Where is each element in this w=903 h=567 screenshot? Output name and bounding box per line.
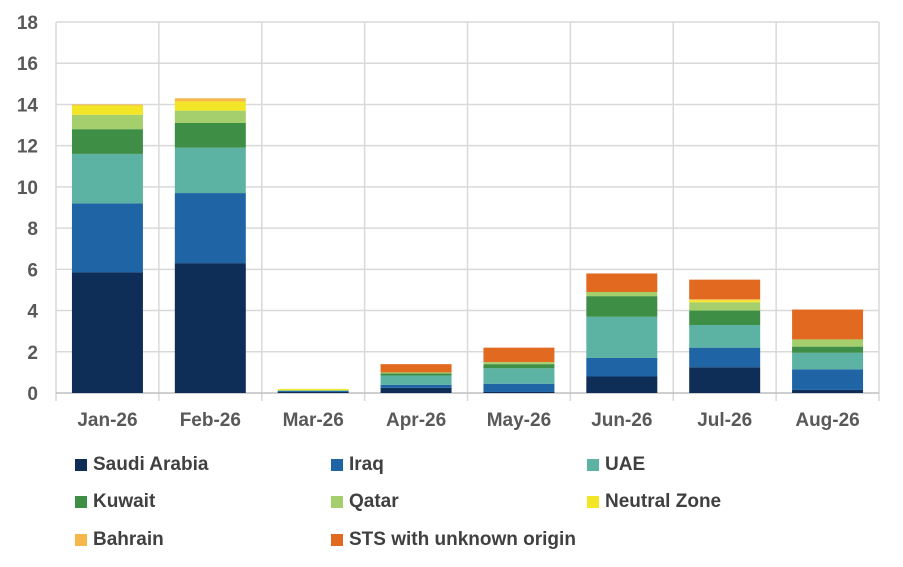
x-tick-label: Jan-26 <box>77 410 137 431</box>
bar-segment <box>483 368 555 384</box>
bar-segment <box>689 347 761 368</box>
bar-segment <box>71 203 143 273</box>
bar-segment <box>792 389 864 393</box>
bar-segment <box>174 263 246 393</box>
x-tick-label: Aug-26 <box>795 410 859 431</box>
bar-segment <box>174 110 246 123</box>
bar-segment <box>174 101 246 111</box>
bar-segment <box>71 129 143 154</box>
x-tick-label: Apr-26 <box>386 410 446 431</box>
bar-segment <box>71 153 143 204</box>
bar-segment <box>483 391 555 393</box>
bar-segment <box>380 375 452 385</box>
y-tick-label: 14 <box>17 95 39 116</box>
bar-segment <box>792 352 864 370</box>
bar-segment <box>586 376 658 393</box>
bar-segment <box>483 383 555 392</box>
bar-segment <box>792 309 864 340</box>
bar-segment <box>380 364 452 373</box>
y-tick-label: 2 <box>27 343 38 364</box>
bar-segment <box>792 339 864 347</box>
bar-segment <box>586 273 658 293</box>
bar-segment <box>380 373 452 376</box>
bar-segment <box>689 299 761 301</box>
y-axis-ticks: 0 2 4 6 8 10 12 14 16 18 <box>17 13 39 405</box>
x-tick-label: Feb-26 <box>180 410 241 431</box>
bar-segment <box>174 98 246 102</box>
bar-segment <box>586 316 658 358</box>
y-tick-label: 6 <box>27 260 38 281</box>
y-tick-label: 4 <box>27 302 38 323</box>
bar-segment <box>483 362 555 365</box>
x-tick-label: Jun-26 <box>591 410 652 431</box>
bar-segment <box>174 193 246 264</box>
bar-segment <box>689 324 761 348</box>
bars <box>71 98 864 393</box>
bar-segment <box>586 357 658 377</box>
bar-segment <box>277 391 349 393</box>
bar-segment <box>689 310 761 325</box>
bar-segment <box>380 372 452 374</box>
bar-segment <box>71 272 143 393</box>
x-tick-label: Mar-26 <box>283 410 344 431</box>
bar-segment <box>174 122 246 148</box>
bar-segment <box>277 390 349 392</box>
x-tick-label: Jul-26 <box>697 410 752 431</box>
bar-segment <box>483 364 555 369</box>
bar-segment <box>689 367 761 393</box>
bar-segment <box>71 114 143 130</box>
y-tick-label: 12 <box>17 137 38 158</box>
bar-segment <box>380 384 452 388</box>
bar-segment <box>174 147 246 194</box>
y-tick-label: 18 <box>17 13 38 34</box>
bar-segment <box>483 347 555 363</box>
x-axis-ticks: Jan-26 Feb-26 Mar-26 Apr-26 May-26 Jun-26 Jul-… <box>77 410 859 431</box>
x-tick-label: May-26 <box>487 410 551 431</box>
bar-segment <box>792 369 864 390</box>
bar-segment <box>689 302 761 311</box>
y-tick-label: 16 <box>17 54 38 75</box>
bar-segment <box>689 300 761 303</box>
y-tick-label: 10 <box>17 178 38 199</box>
y-tick-label: 8 <box>27 219 38 240</box>
bar-segment <box>277 388 349 390</box>
bar-segment <box>380 387 452 393</box>
bar-segment <box>277 389 349 391</box>
bar-segment <box>792 346 864 353</box>
bar-segment <box>71 105 143 115</box>
bar-segment <box>71 104 143 106</box>
bar-segment <box>586 292 658 297</box>
bar-segment <box>586 296 658 317</box>
y-tick-label: 0 <box>27 384 38 405</box>
bar-segment <box>689 279 761 300</box>
